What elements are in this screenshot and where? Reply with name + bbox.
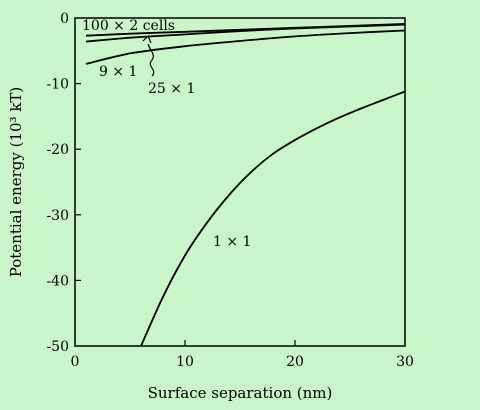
y-tick-label: -30: [46, 208, 69, 224]
y-tick-label: -20: [46, 142, 69, 158]
y-tick-label: -50: [46, 339, 69, 355]
series-line-3: [140, 90, 406, 347]
x-tick-label: 0: [71, 354, 80, 370]
x-tick-label: 20: [286, 354, 304, 370]
x-tick-label: 30: [396, 354, 414, 370]
label-1x1: 1 × 1: [213, 234, 251, 250]
x-axis-title: Surface separation (nm): [148, 384, 333, 402]
series-line-1: [85, 23, 406, 43]
series-curves: [85, 23, 406, 347]
label-100x2: 100 × 2 cells: [82, 18, 175, 34]
axis-ticks: 0 10 20 30 0 -10 -20 -30 -40 -50: [46, 11, 413, 370]
y-tick-label: -10: [46, 77, 69, 93]
pointer-25x1: [147, 43, 155, 77]
label-9x1: 9 × 1: [99, 64, 137, 80]
y-tick-label: 0: [60, 11, 69, 27]
pointer-25x1-arrowhead: [142, 34, 152, 44]
y-tick-label: -40: [46, 273, 69, 289]
label-25x1: 25 × 1: [148, 81, 195, 97]
x-tick-label: 10: [176, 354, 194, 370]
y-axis-title: Potential energy (10³ kT): [7, 87, 25, 278]
plot-frame: [74, 17, 406, 347]
series-line-2: [85, 29, 406, 65]
